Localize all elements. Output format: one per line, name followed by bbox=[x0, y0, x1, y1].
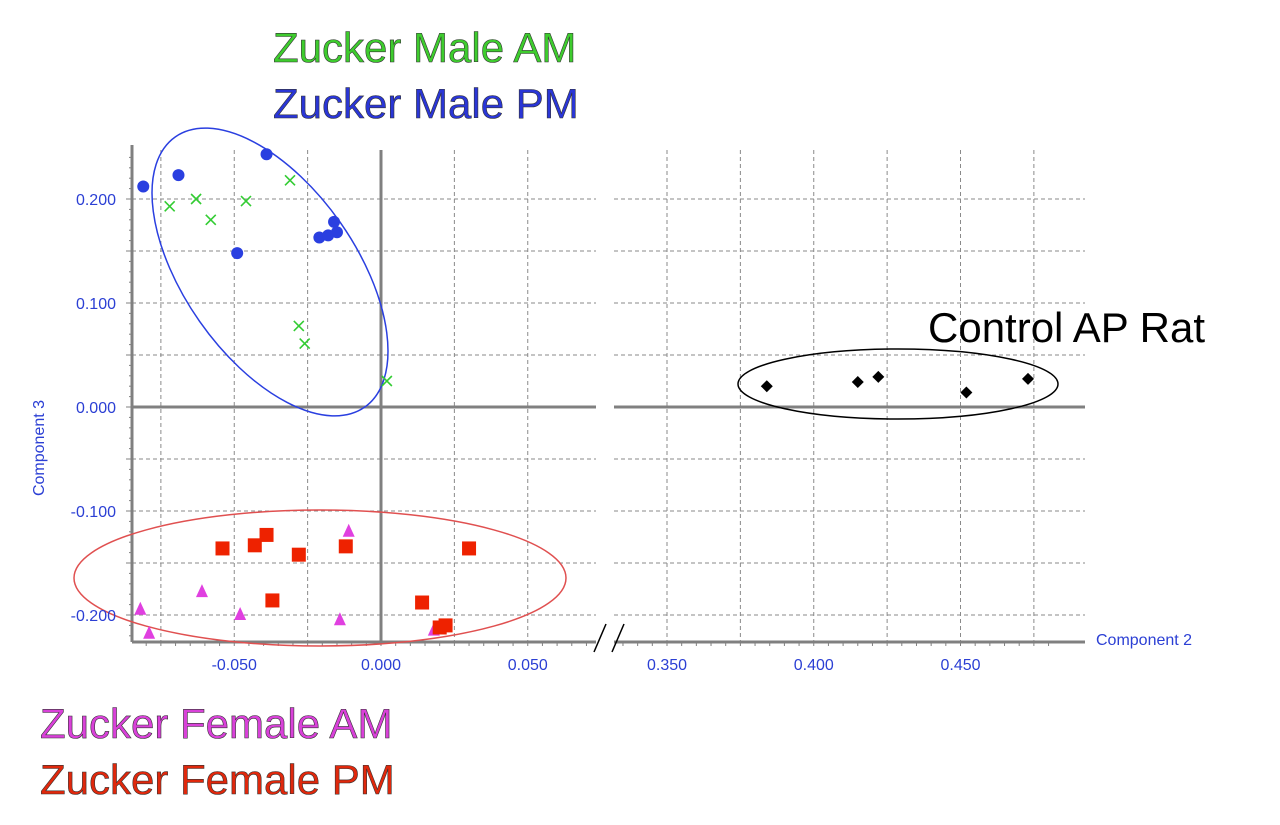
legend-label-control-ap-rat: Control AP Rat bbox=[928, 304, 1205, 351]
y-tick-label: -0.100 bbox=[71, 504, 116, 521]
y-tick-label: 0.000 bbox=[76, 400, 116, 417]
data-point bbox=[322, 229, 335, 242]
legend-label-zucker-female-pm: Zucker Female PM bbox=[40, 756, 395, 803]
data-point bbox=[284, 174, 296, 186]
x-axis-title: Component 2 bbox=[1096, 632, 1192, 649]
data-point bbox=[872, 370, 885, 383]
y-tick-label: -0.200 bbox=[71, 608, 116, 625]
data-point bbox=[259, 527, 274, 542]
data-point bbox=[851, 376, 864, 389]
legend-label-zucker-male-am: Zucker Male AM bbox=[273, 24, 576, 71]
data-point bbox=[172, 169, 185, 182]
x-tick-label: 0.350 bbox=[647, 657, 687, 674]
data-points bbox=[134, 148, 1035, 639]
x-tick-label: -0.050 bbox=[212, 657, 257, 674]
data-point bbox=[164, 200, 176, 212]
data-point bbox=[381, 375, 393, 387]
x-tick-label: 0.000 bbox=[361, 657, 401, 674]
data-point bbox=[333, 612, 346, 626]
data-point bbox=[438, 618, 453, 633]
x-tick-label: 0.450 bbox=[940, 657, 980, 674]
group-ellipses bbox=[73, 127, 1059, 647]
data-point bbox=[137, 180, 150, 193]
axis-break-mark bbox=[611, 623, 625, 653]
data-point bbox=[231, 247, 244, 260]
legend-label-zucker-male-pm: Zucker Male PM bbox=[273, 80, 579, 127]
group-ellipse bbox=[73, 509, 567, 647]
axes bbox=[126, 145, 1085, 653]
tick-labels: 0.200 0.100 0.000 -0.100 -0.200 -0.050 0.000 0.… bbox=[71, 192, 981, 674]
data-point bbox=[260, 148, 273, 161]
data-point bbox=[234, 607, 247, 620]
x-tick-label: 0.400 bbox=[794, 657, 834, 674]
x-tick-label: 0.050 bbox=[508, 657, 548, 674]
data-point bbox=[247, 538, 262, 553]
data-point bbox=[215, 541, 230, 556]
data-point bbox=[462, 541, 477, 556]
data-point bbox=[293, 320, 305, 332]
data-point bbox=[760, 380, 773, 393]
data-point bbox=[415, 595, 430, 610]
data-point bbox=[190, 193, 202, 205]
data-point bbox=[134, 601, 147, 615]
data-point bbox=[291, 547, 306, 562]
data-point bbox=[342, 523, 355, 537]
group-ellipse bbox=[151, 127, 389, 417]
y-tick-label: 0.100 bbox=[76, 296, 116, 313]
data-point bbox=[195, 584, 208, 598]
data-point bbox=[328, 215, 341, 228]
y-tick-label: 0.200 bbox=[76, 192, 116, 209]
data-point bbox=[265, 593, 280, 608]
legend-label-zucker-female-am: Zucker Female AM bbox=[40, 700, 392, 747]
data-point bbox=[299, 337, 311, 350]
data-point bbox=[1022, 372, 1035, 385]
data-point bbox=[240, 195, 252, 207]
axis-break-mark bbox=[593, 623, 607, 653]
group-ellipse bbox=[737, 348, 1059, 420]
y-axis-title: Component 3 bbox=[31, 400, 48, 496]
data-point bbox=[143, 625, 156, 639]
data-point bbox=[960, 386, 973, 399]
data-point bbox=[205, 214, 217, 226]
data-point bbox=[338, 539, 353, 554]
